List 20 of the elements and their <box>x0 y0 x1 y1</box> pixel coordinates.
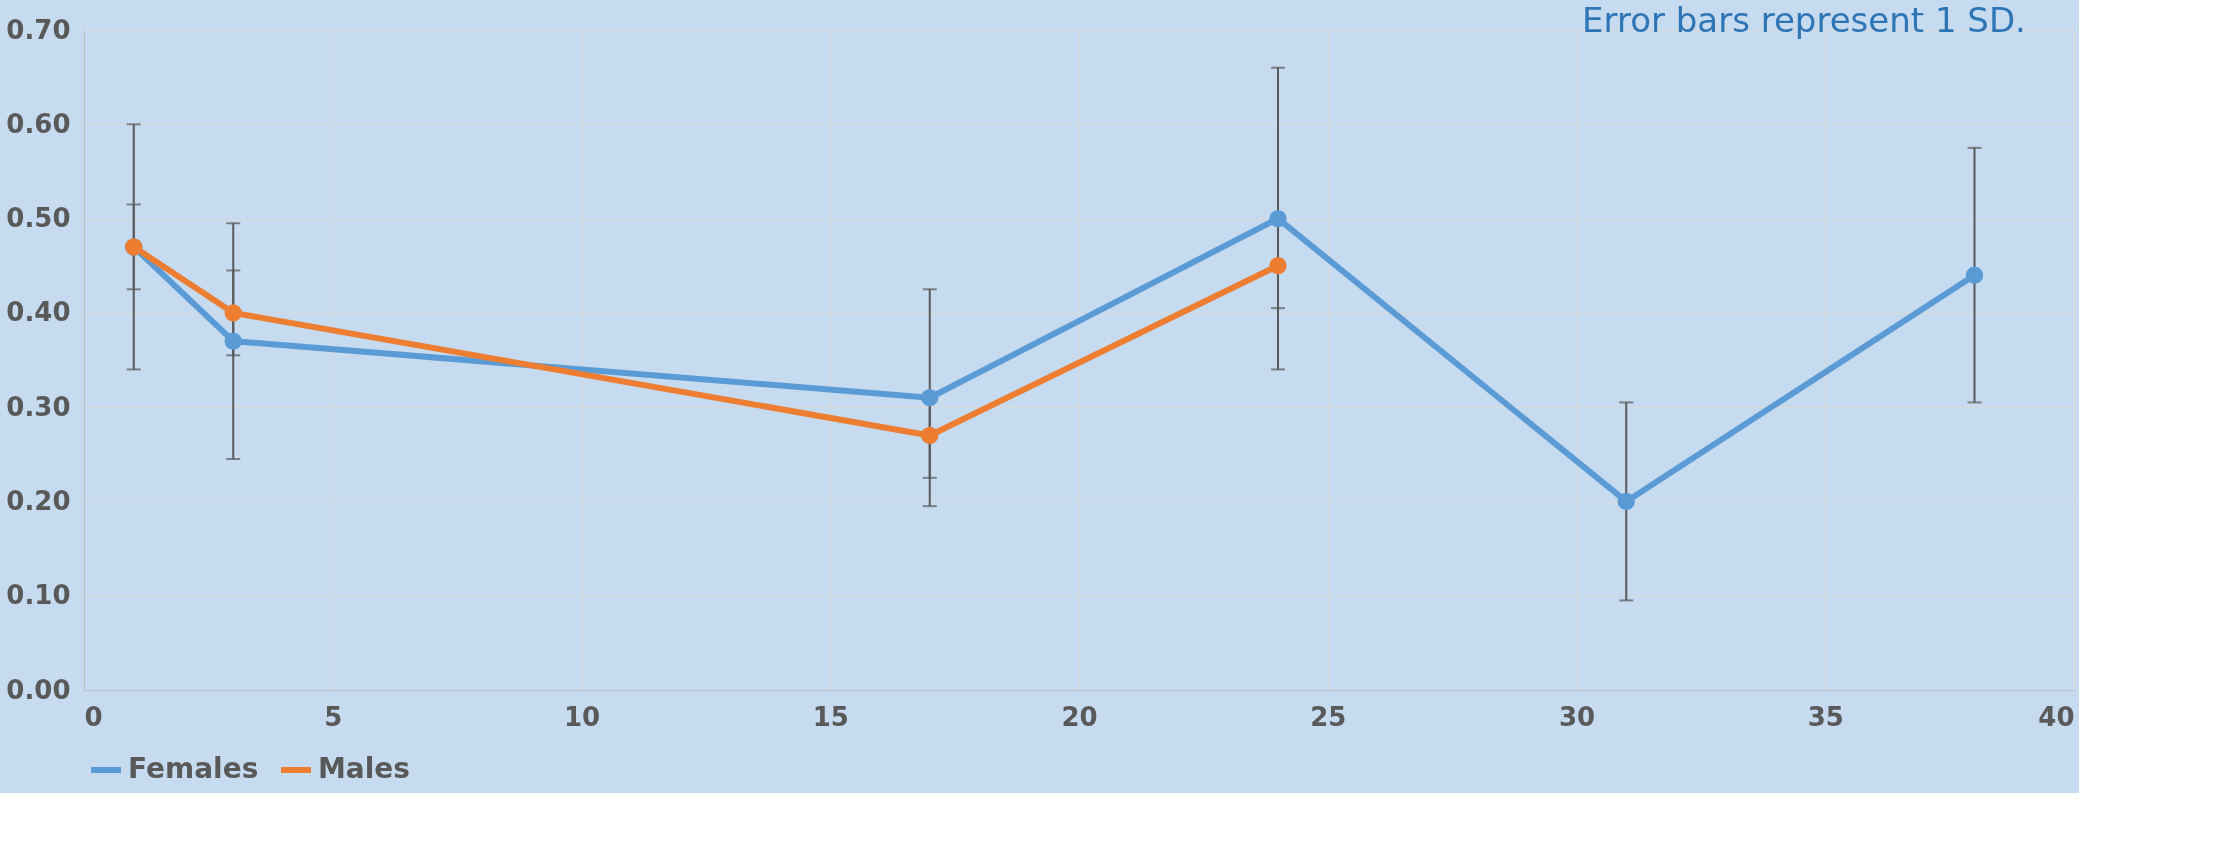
x-tick-label: 15 <box>812 701 849 732</box>
y-tick-label: 0.00 <box>6 674 71 705</box>
y-tick-label: 0.50 <box>6 203 71 234</box>
x-tick-label: 35 <box>1807 701 1844 732</box>
legend-label: Males <box>318 752 411 785</box>
y-tick-label: 0.30 <box>6 391 71 422</box>
y-tick-label: 0.70 <box>6 14 71 45</box>
x-tick-label: 40 <box>2038 701 2075 732</box>
x-tick-label: 30 <box>1558 701 1596 732</box>
annotation: Error bars represent 1 SD. <box>1582 0 2026 40</box>
y-tick-label: 0.10 <box>6 580 71 611</box>
legend-label: Females <box>128 752 259 785</box>
y-tick-label: 0.60 <box>6 108 71 139</box>
x-tick-label: 0 <box>84 701 103 732</box>
x-tick-label: 20 <box>1061 701 1098 732</box>
x-tick-label: 25 <box>1310 701 1347 732</box>
x-tick-label: 5 <box>324 701 343 732</box>
x-tick-label: 10 <box>563 701 601 732</box>
y-tick-label: 0.40 <box>6 297 71 328</box>
y-tick-label: 0.20 <box>6 485 71 516</box>
